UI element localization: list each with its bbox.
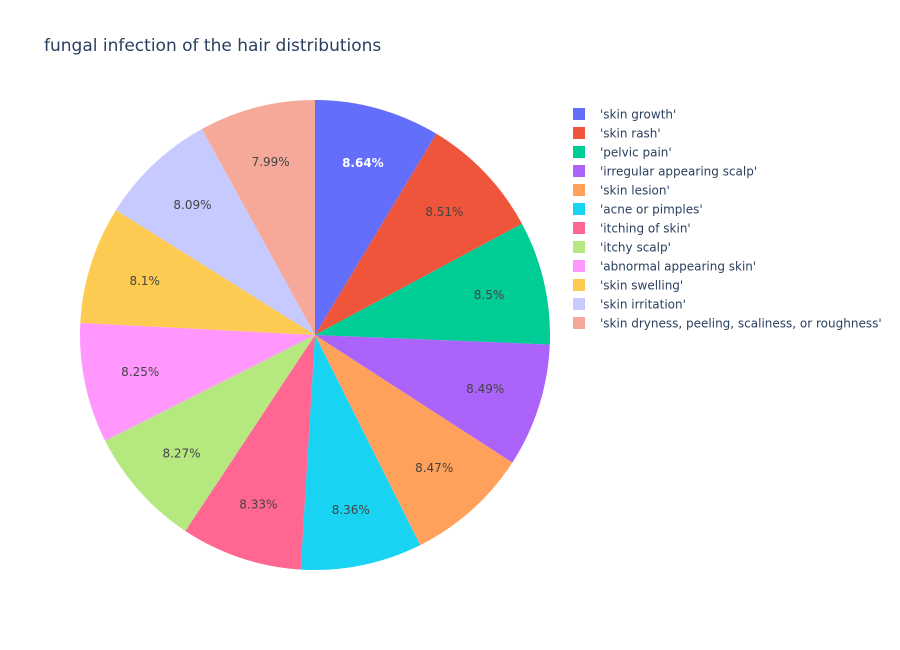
pie-slice[interactable]	[315, 335, 513, 546]
legend-swatch[interactable]	[573, 184, 585, 196]
pie-slice[interactable]	[105, 335, 315, 532]
pie-slice[interactable]	[115, 128, 315, 335]
legend-swatch[interactable]	[573, 298, 585, 310]
pie-slice[interactable]	[201, 100, 315, 335]
legend-swatch[interactable]	[573, 127, 585, 139]
pie-slice[interactable]	[79, 322, 315, 441]
legend-label[interactable]: 'skin irritation'	[600, 298, 686, 312]
legend: 'skin growth' 'skin rash' 'pelvic pain' 'ir…	[573, 108, 882, 331]
legend-label[interactable]: 'itchy scalp'	[600, 241, 671, 255]
pie-slice[interactable]	[315, 133, 522, 335]
legend-swatch[interactable]	[573, 260, 585, 272]
slice-label: 8.09%	[173, 198, 211, 212]
slice-label: 8.33%	[239, 497, 277, 511]
legend-swatch[interactable]	[573, 317, 585, 329]
legend-label[interactable]: 'pelvic pain'	[600, 146, 672, 160]
slice-label: 8.64%	[342, 156, 384, 170]
legend-swatch[interactable]	[573, 108, 585, 120]
legend-label[interactable]: 'itching of skin'	[600, 222, 691, 236]
pie-slice[interactable]	[80, 210, 316, 335]
legend-label[interactable]: 'skin rash'	[600, 127, 661, 141]
legend-label[interactable]: 'skin lesion'	[600, 184, 670, 198]
slice-label: 8.36%	[332, 503, 370, 517]
pie-slice[interactable]	[300, 335, 421, 570]
legend-swatch[interactable]	[573, 165, 585, 177]
legend-swatch[interactable]	[573, 279, 585, 291]
legend-swatch[interactable]	[573, 241, 585, 253]
legend-label[interactable]: 'skin swelling'	[600, 279, 683, 293]
slice-label: 8.51%	[425, 205, 463, 219]
slice-label: 8.1%	[129, 274, 160, 288]
slice-label: 8.5%	[474, 288, 505, 302]
pie-slice[interactable]	[185, 335, 315, 570]
chart-title: fungal infection of the hair distributio…	[44, 36, 381, 56]
slice-label: 7.99%	[252, 155, 290, 169]
pie-slice[interactable]	[315, 335, 550, 463]
pie-slice[interactable]	[315, 223, 550, 345]
legend-label[interactable]: 'acne or pimples'	[600, 203, 703, 217]
legend-label[interactable]: 'skin growth'	[600, 108, 676, 122]
pie-slice[interactable]	[315, 100, 437, 335]
slice-label: 8.49%	[466, 382, 504, 396]
legend-swatch[interactable]	[573, 203, 585, 215]
slice-label: 8.25%	[121, 365, 159, 379]
legend-label[interactable]: 'abnormal appearing skin'	[600, 260, 756, 274]
slice-labels: 8.64% 8.51% 8.5% 8.49% 8.47% 8.36% 8.33% 8.27% 8…	[121, 155, 504, 517]
legend-label[interactable]: 'skin dryness, peeling, scaliness, or ro…	[600, 317, 882, 331]
slice-label: 8.27%	[162, 447, 200, 461]
slice-label: 8.47%	[415, 461, 453, 475]
legend-swatch[interactable]	[573, 222, 585, 234]
legend-label[interactable]: 'irregular appearing scalp'	[600, 165, 757, 179]
pie-slices	[79, 100, 550, 570]
legend-swatch[interactable]	[573, 146, 585, 158]
